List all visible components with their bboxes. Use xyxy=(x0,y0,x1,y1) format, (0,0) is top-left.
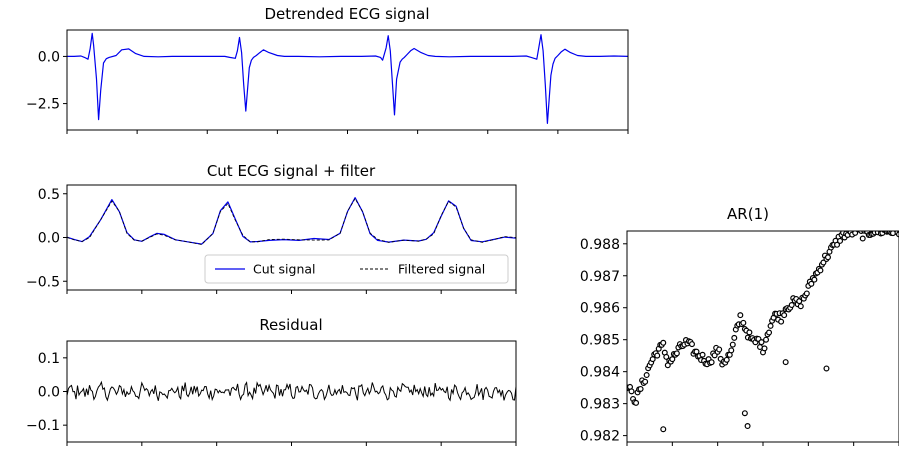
ticks-detrended xyxy=(63,55,629,134)
y-tick-labels-cut: 0.5 0.0 −0.5 xyxy=(26,187,60,291)
scatter-point xyxy=(817,267,824,274)
scatter-point xyxy=(729,341,736,348)
series-line-detrended-0 xyxy=(67,32,628,124)
scatter-point xyxy=(859,235,866,242)
scatter-point xyxy=(731,334,738,341)
scatter-point xyxy=(660,426,667,433)
y-tick-label: 0.0 xyxy=(38,385,60,401)
axes-frame-cut xyxy=(66,184,517,291)
y-tick-label: 0.983 xyxy=(580,397,620,413)
y-tick-label: −0.1 xyxy=(26,418,60,434)
y-tick-label: 0.0 xyxy=(38,231,60,247)
scatter-point xyxy=(649,356,656,363)
scatter-point xyxy=(761,345,768,352)
chart-ar1: AR(1) 0.9880.9870.9860.9850.9840.9830.98… xyxy=(580,205,899,446)
legend-label-cut-signal: Cut signal xyxy=(253,262,316,277)
scatter-point xyxy=(716,346,723,353)
scatter-point xyxy=(643,372,650,379)
axes-frame-ar1 xyxy=(626,230,899,443)
chart-detrended-ecg: Detrended ECG signal 0.0 −2.5 xyxy=(26,5,629,134)
scatter-point xyxy=(808,280,815,287)
scatter-point xyxy=(782,359,789,366)
scatter-point xyxy=(797,303,804,310)
y-tick-labels-ar1: 0.988 0.987 0.986 0.985 0.984 0.983 0.982 xyxy=(580,237,620,445)
y-tick-label: 0.5 xyxy=(38,187,60,203)
y-tick-label: −0.5 xyxy=(26,274,60,290)
plot-area-cut xyxy=(67,197,516,245)
scatter-point xyxy=(633,399,640,406)
plot-area-detrended xyxy=(67,32,628,124)
ticks-cut xyxy=(63,193,517,294)
y-tick-label: 0.987 xyxy=(580,269,620,285)
scatter-point xyxy=(744,423,751,430)
scatter-point xyxy=(746,329,753,336)
y-tick-label: 0.986 xyxy=(580,301,620,317)
scatter-point xyxy=(837,237,844,244)
scatter-point xyxy=(628,388,635,395)
axes-frame-detrended xyxy=(66,29,629,131)
scatter-point xyxy=(851,225,856,230)
axes-frame-residual xyxy=(66,340,517,443)
scatter-point xyxy=(852,231,859,236)
scatter-point xyxy=(708,359,715,366)
chart-title-residual: Residual xyxy=(259,316,322,334)
scatter-point xyxy=(763,336,770,343)
scatter-point xyxy=(767,322,774,329)
y-tick-label: 0.982 xyxy=(580,429,620,445)
series-line-cut-0 xyxy=(67,197,516,245)
chart-title-cut: Cut ECG signal + filter xyxy=(207,162,376,180)
legend: Cut signal Filtered signal xyxy=(204,254,509,284)
y-tick-labels-detrended: 0.0 −2.5 xyxy=(26,49,60,112)
scatter-point xyxy=(663,353,670,360)
plot-area-ar1 xyxy=(627,225,899,433)
scatter-point xyxy=(824,254,831,261)
scatter-point xyxy=(660,339,667,346)
series-line-residual xyxy=(67,380,516,402)
scatter-point xyxy=(669,356,676,363)
y-tick-label: 0.985 xyxy=(580,333,620,349)
scatter-point xyxy=(642,378,649,385)
scatter-point xyxy=(788,302,795,309)
chart-residual: Residual 0.1 0.0 −0.1 xyxy=(26,316,517,446)
scatter-point xyxy=(781,312,788,319)
scatter-point xyxy=(823,365,830,372)
y-tick-labels-residual: 0.1 0.0 −0.1 xyxy=(26,351,60,434)
plot-area-residual xyxy=(67,380,516,402)
scatter-point xyxy=(699,351,706,358)
y-tick-label: 0.984 xyxy=(580,365,620,381)
scatter-point xyxy=(854,225,859,230)
y-tick-label: 0.1 xyxy=(38,351,60,367)
scatter-point xyxy=(741,410,748,417)
scatter-point xyxy=(811,276,818,283)
scatter-point xyxy=(874,225,879,230)
scatter-point xyxy=(654,352,661,359)
y-tick-label: 0.0 xyxy=(38,49,60,65)
scatter-point xyxy=(737,312,744,319)
scatter-point xyxy=(673,350,680,357)
series-line-cut-1 xyxy=(67,198,516,245)
scatter-point xyxy=(728,347,735,354)
chart-title-ar1: AR(1) xyxy=(727,205,769,223)
scatter-point xyxy=(834,241,841,248)
scatter-point xyxy=(758,339,765,346)
chart-title-detrended: Detrended ECG signal xyxy=(265,5,430,23)
chart-cut-ecg: Cut ECG signal + filter 0.5 0.0 −0.5 Cut s… xyxy=(26,162,517,294)
scatter-point xyxy=(637,385,644,392)
legend-label-filtered-signal: Filtered signal xyxy=(398,262,485,277)
scatter-point xyxy=(688,341,695,348)
scatter-point xyxy=(766,329,773,336)
scatter-point xyxy=(803,290,810,297)
y-tick-label: −2.5 xyxy=(26,97,60,113)
ticks-ar1 xyxy=(623,243,899,446)
scatter-point xyxy=(740,319,747,326)
ticks-residual xyxy=(63,357,517,446)
scatter-point xyxy=(723,356,730,363)
y-tick-label: 0.988 xyxy=(580,237,620,253)
scatter-point xyxy=(892,225,897,230)
legend-box xyxy=(204,254,509,284)
scatter-point xyxy=(778,318,785,325)
